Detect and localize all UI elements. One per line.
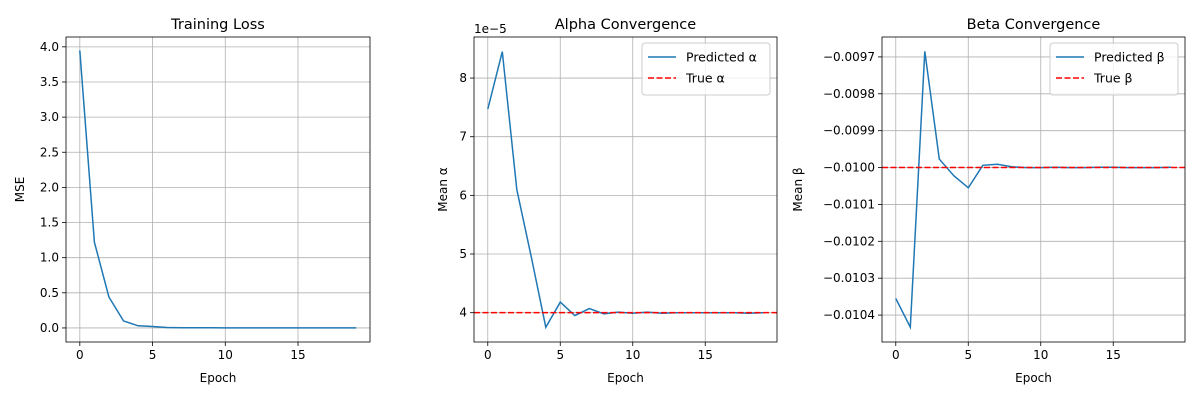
x-tick-label: 0 [76, 348, 84, 362]
y-axis-label: Mean β [791, 167, 805, 211]
x-axis-label: Epoch [200, 371, 237, 385]
y-tick-label: 6 [459, 188, 467, 202]
legend-label: True α [685, 71, 725, 86]
y-tick-label: 3.0 [40, 110, 59, 124]
plot-frame [65, 36, 371, 343]
legend: Predicted β True β [1049, 42, 1179, 96]
x-tick-label: 10 [1033, 348, 1048, 362]
chart-1: 0 5 10 15 0.0 0.5 1.0 1.5 2.0 2.5 3.0 3.5 4.0 Trainin… [13, 17, 371, 385]
y-tick-label: 0.5 [40, 286, 59, 300]
x-tick-label: 15 [1106, 348, 1121, 362]
x-tick-label: 0 [892, 348, 900, 362]
y-tick-label: −0.0103 [823, 271, 875, 285]
legend: Predicted α True α [641, 42, 771, 96]
y-tick-label: −0.0104 [823, 308, 875, 322]
y-tick-label: −0.0102 [823, 234, 875, 248]
x-axis-label: Epoch [607, 371, 644, 385]
y-tick-label: 3.5 [40, 75, 59, 89]
y-tick-label: 5 [459, 247, 467, 261]
y-tick-label: 7 [459, 130, 467, 144]
x-tick-label: 5 [556, 348, 564, 362]
x-tick-label: 10 [218, 348, 233, 362]
y-tick-label: −0.0100 [823, 161, 875, 175]
y-tick-label: 2.5 [40, 145, 59, 159]
legend-label: Predicted α [686, 50, 757, 65]
y-tick-label: 8 [459, 71, 467, 85]
legend-box [641, 42, 771, 96]
x-tick-label: 15 [290, 348, 305, 362]
legend-label: Predicted β [1094, 50, 1165, 65]
x-tick-label: 5 [964, 348, 972, 362]
chart-title: Training Loss [170, 17, 265, 33]
series-line [79, 50, 357, 329]
y-axis-label: Mean α [436, 167, 450, 212]
y-tick-label: −0.0097 [823, 50, 875, 64]
y-tick-label: −0.0098 [823, 87, 875, 101]
y-tick-label: 1.5 [40, 216, 59, 230]
legend-box [1049, 42, 1179, 96]
legend-label: True β [1093, 71, 1133, 86]
x-axis-label: Epoch [1015, 371, 1052, 385]
chart-3: 0 5 10 15 −0.0104 −0.0103 −0.0102 −0.0101 −0.010… [791, 17, 1186, 385]
x-tick-label: 10 [625, 348, 640, 362]
y-tick-label: −0.0101 [823, 197, 875, 211]
x-tick-label: 5 [149, 348, 157, 362]
y-tick-label: 0.0 [40, 321, 59, 335]
y-axis-label: MSE [13, 177, 27, 203]
y-tick-label: 4.0 [40, 40, 59, 54]
y-tick-label: 2.0 [40, 180, 59, 194]
plot-frame [473, 36, 778, 343]
y-tick-label: 4 [459, 306, 467, 320]
chart-2: 0 5 10 15 4 5 6 7 8 Alpha Convergence Epoch Mean α 1… [436, 17, 778, 385]
x-tick-label: 0 [484, 348, 492, 362]
plot-frame [881, 36, 1186, 343]
x-tick-label: 15 [698, 348, 713, 362]
chart-title: Alpha Convergence [555, 17, 697, 33]
y-tick-label: 1.0 [40, 251, 59, 265]
chart-title: Beta Convergence [967, 17, 1101, 33]
y-tick-label: −0.0099 [823, 124, 875, 138]
axis-offset-label: 1e−5 [474, 22, 507, 36]
